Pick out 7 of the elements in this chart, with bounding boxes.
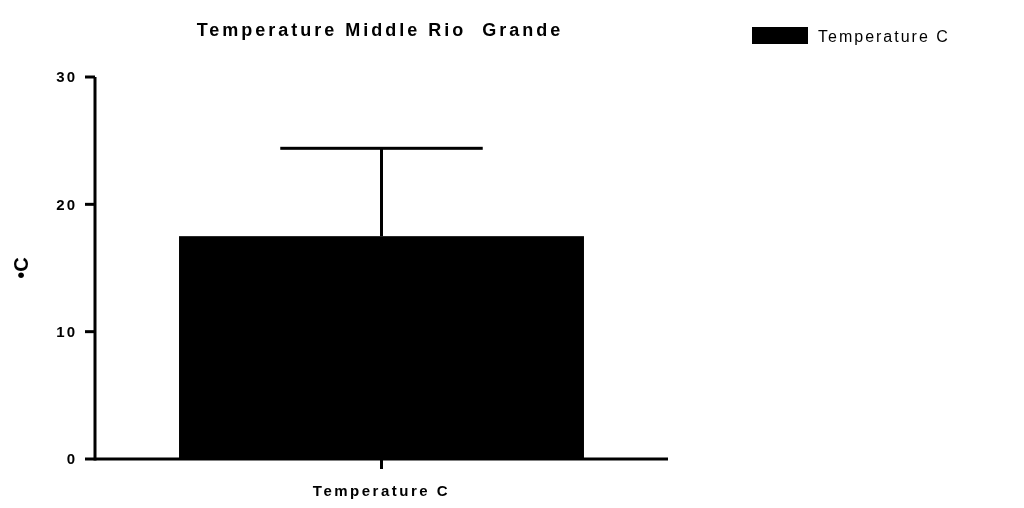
legend-label: Temperature C [818, 27, 950, 45]
y-axis-title: •C [10, 257, 32, 279]
chart-title: Temperature Middle Rio Grande [196, 20, 564, 40]
y-tick-label: 10 [56, 322, 77, 340]
y-tick-label: 20 [56, 195, 77, 213]
y-tick-label: 0 [66, 450, 77, 468]
y-tick-label: 30 [56, 68, 77, 86]
